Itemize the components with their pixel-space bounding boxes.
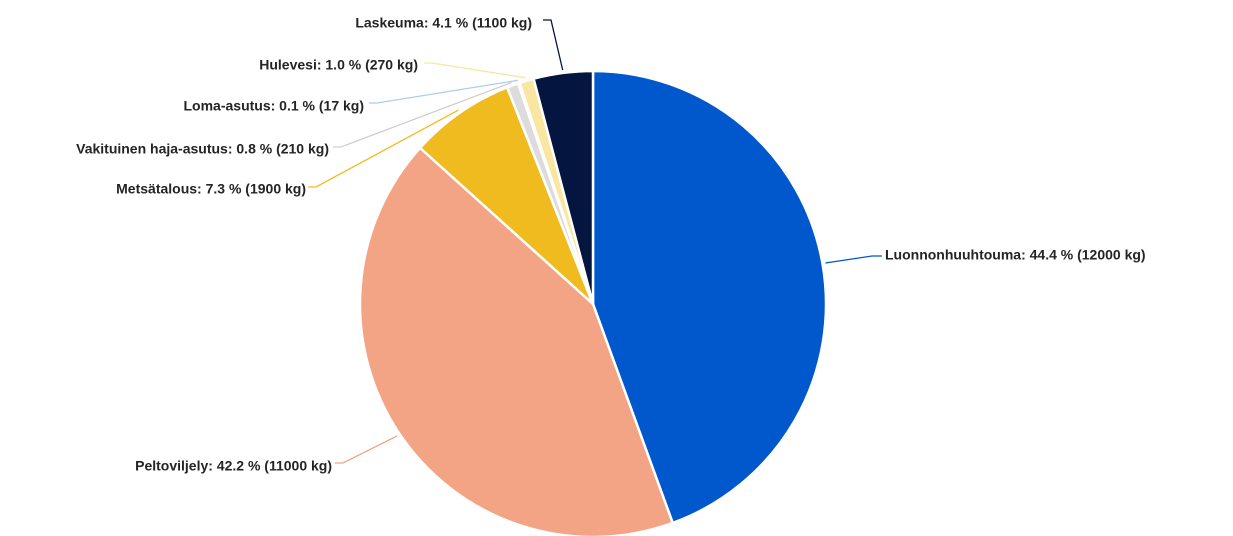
data-label-hulevesi: Hulevesi: 1.0 % (270 kg) (259, 57, 418, 73)
leader-line-loma-asutus (369, 79, 519, 104)
pie-slice-metsatalous[interactable] (418, 86, 595, 306)
leader-line-metsatalous (308, 109, 459, 188)
leader-line-peltoviljely (335, 435, 398, 464)
slices-layer (358, 69, 828, 536)
leader-line-luonnonhuuhtouma (825, 255, 882, 264)
data-label-laskeuma: Laskeuma: 4.1 % (1100 kg) (355, 15, 532, 31)
data-label-metsatalous: Metsätalous: 7.3 % (1900 kg) (116, 181, 306, 197)
labels-layer: Luonnonhuuhtouma: 44.4 % (12000 kg) Pelto… (76, 15, 1145, 474)
data-label-luonnonhuuhtouma: Luonnonhuuhtouma: 44.4 % (12000 kg) (885, 247, 1146, 263)
leader-line-vakituinen-haja-asutus (333, 81, 512, 148)
data-label-peltoviljely: Peltoviljely: 42.2 % (11000 kg) (135, 458, 332, 474)
data-label-vakituinen-haja-asutus: Vakituinen haja-asutus: 0.8 % (210 kg) (76, 141, 329, 157)
data-label-loma-asutus: Loma-asutus: 0.1 % (17 kg) (184, 98, 365, 114)
leader-lines-layer (308, 19, 882, 464)
pie-slice-peltoviljely[interactable] (358, 146, 674, 536)
pie-slice-luonnonhuuhtouma[interactable] (591, 69, 828, 525)
pie-slice-laskeuma[interactable] (532, 69, 595, 306)
leader-line-hulevesi (424, 62, 526, 79)
leader-line-laskeuma (543, 19, 564, 71)
